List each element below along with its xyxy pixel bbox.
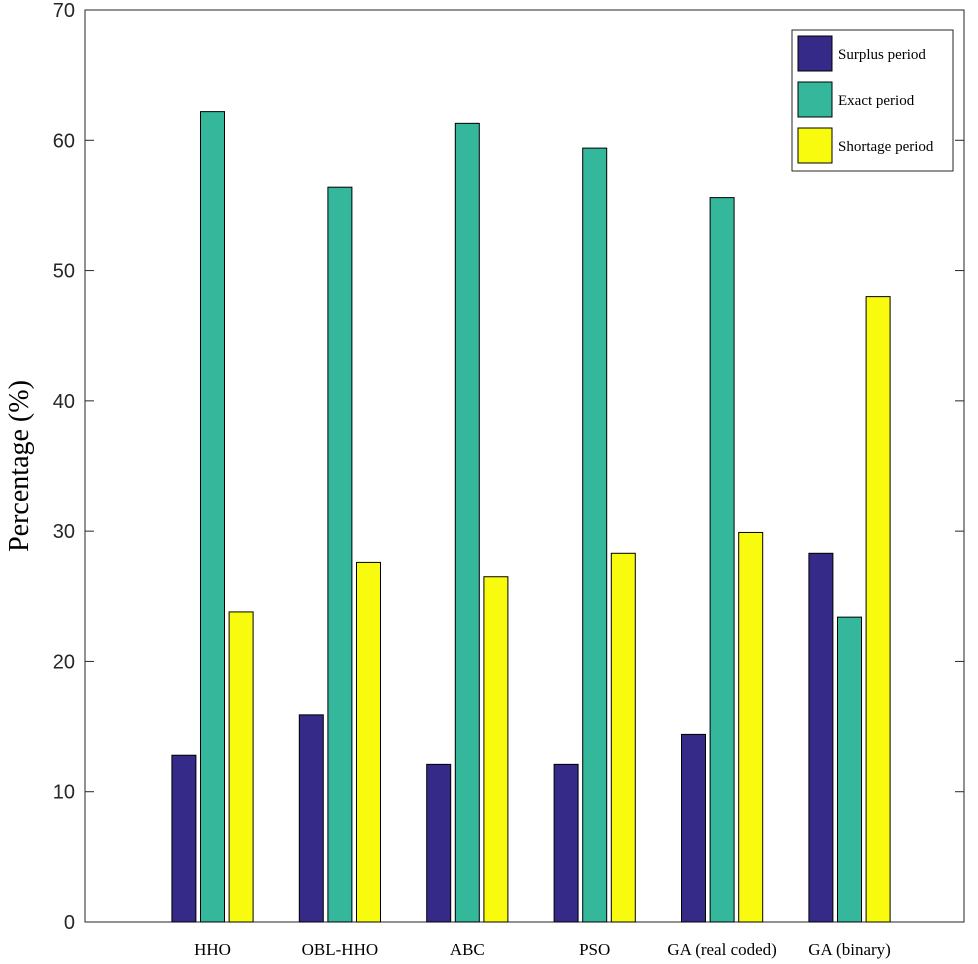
legend-swatch bbox=[797, 127, 833, 164]
bar-group bbox=[426, 122, 509, 923]
bar-group bbox=[553, 147, 636, 923]
bar-shortage-period bbox=[738, 531, 764, 923]
bar-shortage-period bbox=[865, 296, 891, 923]
y-axis-ticks: 0 10 20 30 40 50 60 70 bbox=[53, 0, 964, 934]
y-tick-label: 10 bbox=[53, 782, 75, 804]
bar-group bbox=[298, 186, 381, 923]
y-tick-label: 70 bbox=[53, 0, 75, 22]
legend-swatch bbox=[797, 81, 833, 118]
bar-shortage-period bbox=[356, 561, 381, 923]
bar-groups bbox=[171, 111, 891, 923]
bar-surplus-period bbox=[426, 763, 452, 923]
bar-group bbox=[171, 111, 254, 923]
y-tick-label: 60 bbox=[53, 130, 75, 152]
y-tick-label: 20 bbox=[53, 651, 75, 673]
x-tick-label: PSO bbox=[579, 940, 610, 959]
bar-shortage-period bbox=[610, 552, 636, 923]
y-tick-label: 40 bbox=[53, 391, 75, 413]
x-tick-label: HHO bbox=[194, 940, 231, 959]
y-tick-label: 0 bbox=[64, 912, 75, 934]
bar-shortage-period bbox=[483, 576, 509, 923]
bar-surplus-period bbox=[681, 733, 706, 923]
y-tick-label: 30 bbox=[53, 521, 75, 543]
x-tick-label: ABC bbox=[450, 940, 485, 959]
bar-group bbox=[681, 197, 764, 923]
bar-exact-period bbox=[200, 111, 225, 923]
legend-label: Surplus period bbox=[838, 47, 926, 63]
bar-surplus-period bbox=[171, 754, 197, 923]
bar-group bbox=[808, 296, 891, 923]
bar-exact-period bbox=[582, 147, 608, 923]
legend-label: Exact period bbox=[838, 93, 915, 109]
legend: Surplus period Exact period Shortage perio… bbox=[791, 29, 954, 172]
bar-surplus-period bbox=[553, 763, 579, 923]
bar-exact-period bbox=[327, 186, 353, 923]
legend-swatch bbox=[797, 35, 833, 72]
x-tick-label: OBL-HHO bbox=[302, 940, 379, 959]
y-tick-label: 50 bbox=[53, 261, 75, 283]
bar-shortage-period bbox=[228, 611, 254, 923]
x-axis-tick-labels: HHO OBL-HHO ABC PSO GA (real coded) GA (binar… bbox=[194, 940, 891, 959]
bar-exact-period bbox=[454, 122, 480, 923]
bar-surplus-period bbox=[298, 714, 324, 923]
x-tick-label: GA (binary) bbox=[808, 940, 891, 959]
x-tick-label: GA (real coded) bbox=[667, 940, 777, 959]
bar-surplus-period bbox=[808, 552, 834, 923]
bar-exact-period bbox=[837, 616, 862, 923]
legend-label: Shortage period bbox=[838, 139, 934, 155]
y-axis-label: Percentage (%) bbox=[4, 380, 35, 552]
bar-exact-period bbox=[709, 197, 735, 923]
